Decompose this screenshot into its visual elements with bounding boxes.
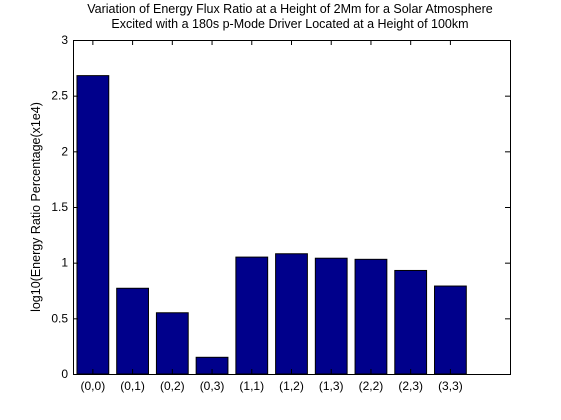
bar-(1,3) [314,257,348,375]
x-tick-label: (1,2) [279,379,304,393]
x-tick-label: (2,3) [398,379,423,393]
x-tick-label: (1,1) [239,379,264,393]
bar-(1,2) [275,253,308,375]
bar-(0,1) [116,287,149,375]
x-tick-label: (2,2) [359,379,384,393]
x-tick-label: (0,2) [160,379,185,393]
chart-subtitle: Excited with a 180s p-Mode Driver Locate… [111,17,468,31]
bar-(0,2) [155,312,189,375]
bar-(1,1) [235,256,269,375]
bar-(3,3) [434,285,467,375]
bar-(2,3) [394,269,428,375]
bar-(0,0) [76,75,110,375]
x-tick-label: (0,1) [120,379,145,393]
x-tick-label: (0,0) [81,379,106,393]
y-tick-label: 0.5 [51,311,68,325]
x-tick-label: (1,3) [319,379,344,393]
y-tick-label: 3 [61,33,68,47]
y-tick-label: 1 [61,256,68,270]
y-tick-label: 1.5 [51,200,68,214]
y-axis-label: log10(Energy Ratio Percentage(x1e4) [29,102,43,312]
y-tick-label: 2 [61,144,68,158]
chart-title: Variation of Energy Flux Ratio at a Heig… [87,2,493,16]
x-tick-label: (3,3) [438,379,463,393]
x-tick-label: (0,3) [200,379,225,393]
bar-(2,2) [354,258,388,375]
y-tick-label: 0 [61,367,68,381]
y-tick-label: 2.5 [51,89,68,103]
